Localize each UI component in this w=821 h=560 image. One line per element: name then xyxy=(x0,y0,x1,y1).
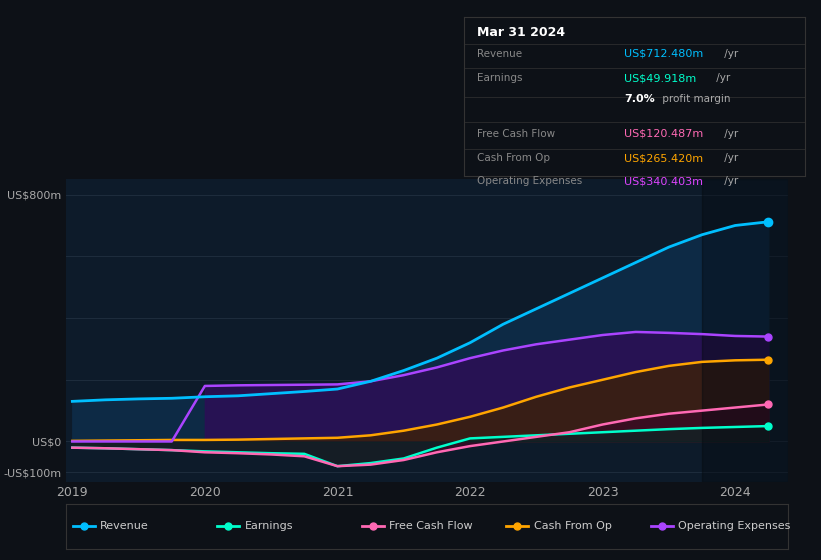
Text: Cash From Op: Cash From Op xyxy=(478,153,551,164)
Text: Revenue: Revenue xyxy=(100,521,149,531)
Text: /yr: /yr xyxy=(722,153,739,164)
Text: 7.0%: 7.0% xyxy=(624,94,655,104)
Text: profit margin: profit margin xyxy=(659,94,731,104)
Text: Operating Expenses: Operating Expenses xyxy=(478,176,583,186)
Text: Cash From Op: Cash From Op xyxy=(534,521,612,531)
Text: US$49.918m: US$49.918m xyxy=(624,73,696,83)
Text: Earnings: Earnings xyxy=(478,73,523,83)
Text: US$340.403m: US$340.403m xyxy=(624,176,703,186)
Text: Revenue: Revenue xyxy=(478,49,523,59)
Text: Earnings: Earnings xyxy=(245,521,293,531)
Text: Free Cash Flow: Free Cash Flow xyxy=(478,129,556,138)
Text: /yr: /yr xyxy=(722,129,739,138)
Text: US$712.480m: US$712.480m xyxy=(624,49,704,59)
Text: US$120.487m: US$120.487m xyxy=(624,129,704,138)
Text: Mar 31 2024: Mar 31 2024 xyxy=(478,26,566,39)
Bar xyxy=(702,179,788,482)
Text: US$265.420m: US$265.420m xyxy=(624,153,703,164)
Text: /yr: /yr xyxy=(713,73,730,83)
Text: Operating Expenses: Operating Expenses xyxy=(678,521,791,531)
Text: Free Cash Flow: Free Cash Flow xyxy=(389,521,473,531)
Text: /yr: /yr xyxy=(722,49,739,59)
Text: /yr: /yr xyxy=(722,176,739,186)
